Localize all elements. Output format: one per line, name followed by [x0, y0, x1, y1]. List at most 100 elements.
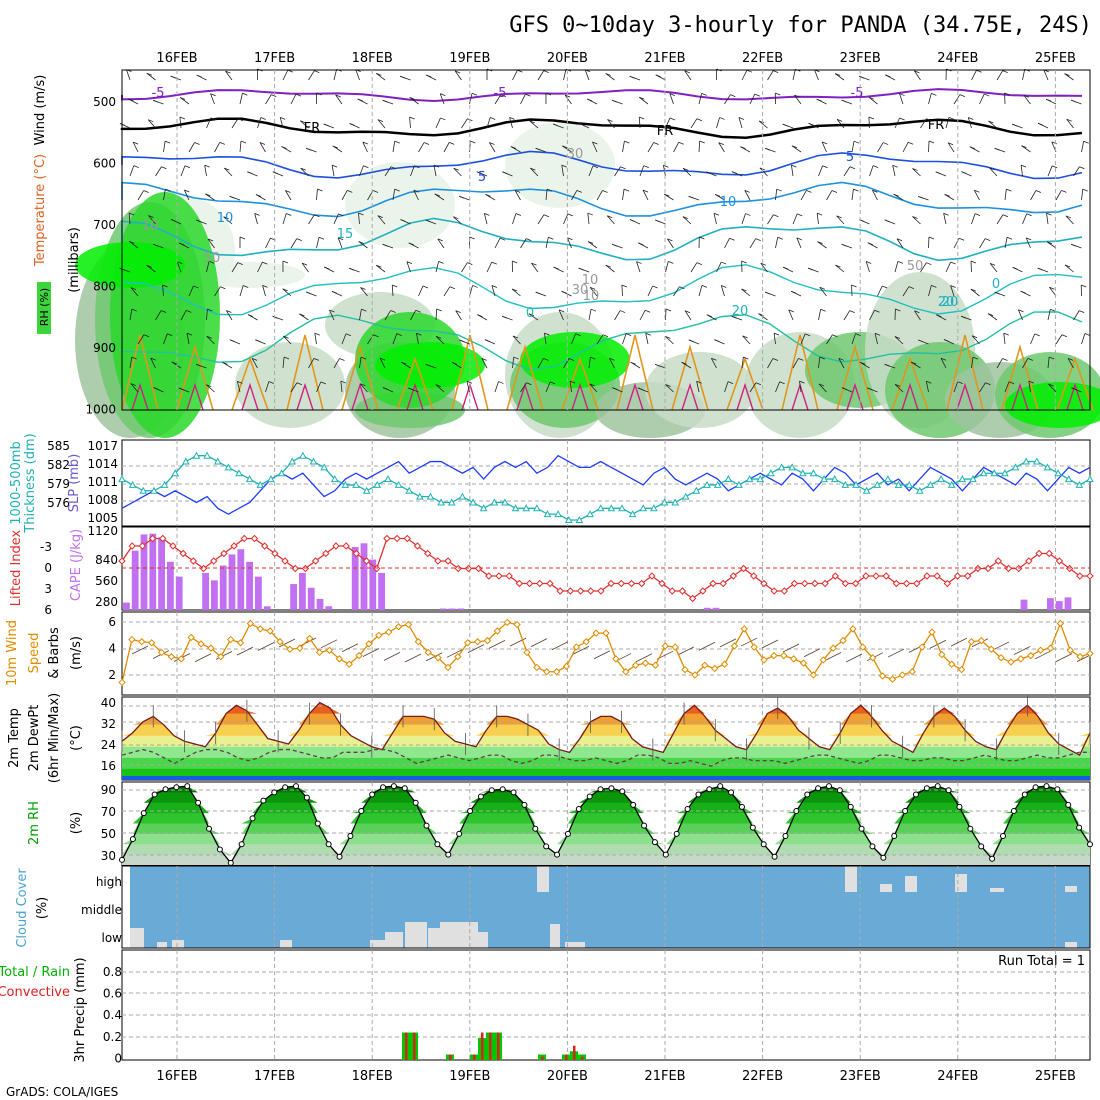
wind-barb-flag: [872, 189, 878, 193]
isotherm-hot: [1011, 382, 1029, 411]
rh-series-point: [782, 832, 789, 839]
thickness-series-point: [1075, 480, 1084, 488]
wind-barb: [329, 309, 335, 321]
wind-barb-flag: [1067, 358, 1074, 361]
wind-speed-series-point: [345, 660, 353, 668]
wind-barb: [537, 70, 545, 81]
wind-barb: [359, 165, 364, 177]
lifted-index-series-point: [159, 534, 167, 543]
lifted-index-series-point: [750, 572, 758, 580]
wind-barb-flag: [570, 380, 576, 384]
thickness-series-point: [713, 480, 722, 488]
date-label-top: 17FEB: [254, 51, 295, 66]
wind-speed-series-point: [384, 628, 393, 636]
wind-barb-flag: [1012, 266, 1018, 270]
wind-barb-flag: [1045, 98, 1052, 102]
wind-speed-series-point: [1076, 653, 1084, 661]
cloud-clear-block: [172, 940, 184, 948]
wind-barb: [979, 382, 986, 393]
wind-barb: [128, 213, 131, 225]
wind-barb-flag: [481, 357, 487, 361]
wind-barb: [794, 94, 802, 105]
wind-barb: [512, 213, 517, 225]
wind-barb: [698, 140, 701, 153]
lifted-index-series-point: [189, 557, 198, 565]
wind-barb: [821, 141, 827, 153]
precip-convective-bar: [541, 1056, 544, 1060]
date-label-bottom: 22FEB: [742, 1069, 783, 1084]
wind-barb: [1004, 237, 1008, 249]
wind-barb-flag: [207, 238, 214, 242]
wind-barb: [489, 142, 496, 153]
thickness-series-point: [1054, 469, 1062, 477]
wind-barb: [851, 189, 854, 201]
wind-barb-flag: [851, 284, 857, 288]
wind-barb-flag: [719, 117, 725, 120]
wind-barb-flag: [788, 309, 794, 313]
wind-barb-flag: [822, 165, 828, 169]
wind-barb: [792, 213, 798, 225]
wind-barb: [818, 383, 827, 393]
wind-barb: [682, 168, 692, 177]
wind-barb-flag: [423, 142, 430, 145]
wind-barb-flag: [682, 167, 689, 171]
rh-series-point: [1010, 808, 1017, 815]
wind-barb-flag: [899, 117, 905, 121]
wind-barb-flag: [884, 219, 890, 223]
wind-barb-flag: [438, 260, 444, 264]
wind-barb: [877, 142, 884, 153]
rh-series-point: [271, 789, 278, 796]
wind-barb-flag: [644, 309, 651, 313]
wind-barb-flag: [1050, 308, 1056, 312]
wind-barb-flag: [745, 213, 751, 216]
thickness-series-point: [118, 475, 126, 483]
wind-barb-flag: [283, 335, 289, 339]
wind-barb: [645, 333, 649, 345]
wind-barb-flag: [1082, 188, 1088, 192]
isotherm-warm: [781, 334, 819, 411]
rh-series-point: [717, 783, 724, 790]
wind-speed-series-point: [355, 651, 363, 660]
wind-barb: [147, 119, 156, 129]
cloud-clear-block: [440, 922, 478, 948]
lifted-index-series-point: [179, 549, 187, 558]
rh-series-point: [608, 785, 615, 792]
wind-speed-series-point: [691, 671, 699, 679]
wind-barb-flag: [836, 215, 842, 219]
wind-barb: [928, 140, 930, 153]
contour-label: 10: [142, 219, 159, 234]
wind-speed-series-point: [631, 661, 640, 669]
wind-barb-flag: [204, 164, 210, 168]
rh-series-point: [390, 783, 397, 790]
wind-speed-series-point: [177, 655, 185, 663]
rh-series-point: [956, 803, 963, 810]
wind-barb: [716, 261, 722, 273]
wind-barb-flag: [926, 262, 932, 266]
isotherm-hot: [351, 382, 369, 411]
wind-speed-series-point: [908, 668, 916, 676]
wind-barb-flag: [130, 287, 137, 290]
lifted-index-series-point: [678, 587, 687, 595]
wind-barb: [835, 264, 845, 273]
lifted-index-series-point: [495, 572, 503, 580]
wind-barb: [132, 141, 139, 153]
rh-series-point: [858, 825, 865, 832]
wind-barb-flag: [526, 238, 532, 241]
wind-barb-flag: [425, 363, 431, 367]
isotherm-hot: [131, 382, 149, 411]
wind-barb: [377, 119, 386, 129]
wind-barb: [481, 358, 488, 369]
precip-convective-bar: [581, 1056, 584, 1060]
thickness-series-point: [309, 457, 318, 465]
wind-barb-flag: [205, 193, 211, 197]
contour-label: FR: [657, 124, 674, 139]
wind-barb: [384, 310, 391, 321]
wind-barb-flag: [776, 188, 782, 192]
wind-barb: [1081, 189, 1084, 201]
wind-barb-flag: [994, 291, 1000, 295]
wind-barb-flag: [194, 142, 200, 145]
wind-speed-series-point: [315, 648, 324, 657]
wind-barb-flag: [425, 219, 431, 223]
wind-barb: [290, 238, 298, 249]
